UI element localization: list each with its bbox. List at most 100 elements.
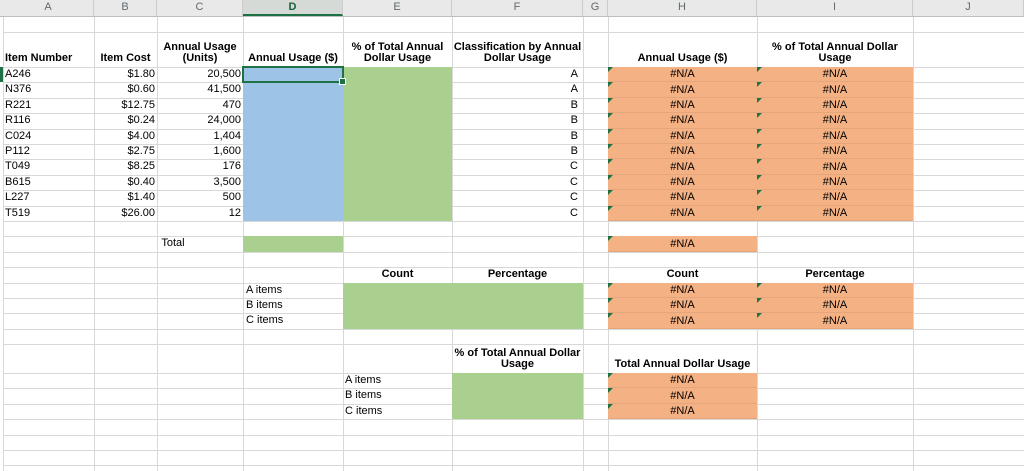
cell-na-pct-usage[interactable]: #N/A — [757, 82, 913, 98]
cell-item-number[interactable]: N376 — [5, 83, 32, 96]
cell-na-pct-usage[interactable]: #N/A — [757, 67, 913, 83]
cell-item-cost[interactable]: $12.75 — [121, 98, 155, 111]
cell-na-annual-usage[interactable]: #N/A — [608, 128, 757, 144]
cell-na-annual-usage[interactable]: #N/A — [608, 82, 757, 98]
cell-na-annual-usage[interactable]: #N/A — [608, 205, 757, 221]
cell-na-pct-usage[interactable]: #N/A — [757, 113, 913, 129]
header-annual-usage-dollars-right[interactable]: Annual Usage ($) — [637, 52, 728, 65]
cell-na-pct-usage[interactable]: #N/A — [757, 190, 913, 206]
cell-item-number[interactable]: A246 — [5, 68, 31, 80]
header-item-number[interactable]: Item Number — [5, 52, 73, 65]
cell-na-annual-usage[interactable]: #N/A — [608, 174, 757, 191]
cell-usage-units[interactable]: 500 — [222, 191, 241, 204]
cell-item-cost[interactable]: $0.40 — [127, 175, 155, 188]
cell-item-cost[interactable]: $1.40 — [127, 191, 155, 204]
cell-classification[interactable]: B — [570, 114, 578, 127]
cell-item-number[interactable]: T049 — [5, 160, 31, 173]
cell-na-total-c[interactable]: #N/A — [608, 403, 757, 420]
cell-na-pct-usage[interactable]: #N/A — [757, 205, 913, 221]
total-label[interactable]: Total — [161, 237, 185, 250]
cell-classification[interactable]: A — [570, 68, 578, 80]
b-items-label[interactable]: B items — [246, 299, 283, 311]
cell-classification[interactable]: C — [570, 191, 578, 204]
cell-na-pct-usage[interactable]: #N/A — [757, 174, 913, 191]
cell-item-cost[interactable]: $26.00 — [121, 206, 155, 219]
header-pct-total-dollar-usage[interactable]: % of Total Annual Dollar Usage — [351, 40, 444, 65]
cell-classification[interactable]: C — [570, 175, 578, 188]
c-items-label[interactable]: C items — [246, 314, 284, 327]
cell-usage-units[interactable]: 20,500 — [207, 68, 241, 80]
cell-item-number[interactable]: P112 — [5, 145, 30, 157]
cell-usage-units[interactable]: 176 — [222, 160, 241, 173]
cell-na-total[interactable]: #N/A — [608, 236, 757, 252]
cell-na-pct-usage[interactable]: #N/A — [757, 97, 913, 114]
cell-item-cost[interactable]: $8.25 — [127, 160, 155, 173]
cell-na-count-c[interactable]: #N/A — [608, 313, 757, 329]
cell-usage-units[interactable]: 1,404 — [213, 129, 241, 142]
column-header-d-selected[interactable]: D — [243, 0, 343, 16]
header-item-cost[interactable]: Item Cost — [100, 52, 151, 65]
cell-usage-units[interactable]: 3,500 — [213, 175, 241, 188]
cell-usage-units[interactable]: 12 — [228, 206, 241, 219]
fill-handle[interactable] — [339, 78, 346, 86]
cell-na-total-b[interactable]: #N/A — [608, 388, 757, 404]
cell-item-cost[interactable]: $0.60 — [127, 83, 155, 96]
cell-na-annual-usage[interactable]: #N/A — [608, 159, 757, 175]
cell-na-pct-usage[interactable]: #N/A — [757, 159, 913, 175]
percentage-header-left[interactable]: Percentage — [487, 268, 548, 281]
cell-item-number[interactable]: L227 — [5, 191, 30, 204]
cell-usage-units[interactable]: 24,000 — [207, 114, 241, 127]
cell-classification[interactable]: C — [570, 206, 578, 219]
header-annual-usage-units[interactable]: Annual Usage (Units) — [163, 40, 237, 65]
cell-na-pct-usage[interactable]: #N/A — [757, 144, 913, 160]
cell-item-cost[interactable]: $2.75 — [127, 145, 155, 157]
cell-classification[interactable]: B — [570, 129, 578, 142]
cell-classification[interactable]: B — [570, 145, 578, 157]
cell-item-number[interactable]: R116 — [5, 114, 31, 127]
cell-na-pct-a[interactable]: #N/A — [757, 282, 913, 298]
cell-classification[interactable]: A — [570, 83, 578, 96]
cell-item-cost[interactable]: $0.24 — [127, 114, 155, 127]
header-annual-usage-dollars[interactable]: Annual Usage ($) — [248, 52, 338, 65]
column-header-e[interactable]: E — [343, 0, 452, 16]
cell-usage-units[interactable]: 41,500 — [207, 83, 241, 96]
cell-na-annual-usage[interactable]: #N/A — [608, 97, 757, 114]
column-header-g[interactable]: G — [583, 0, 608, 16]
column-header-f[interactable]: F — [452, 0, 583, 16]
cell-na-annual-usage[interactable]: #N/A — [608, 144, 757, 160]
cell-na-count-b[interactable]: #N/A — [608, 298, 757, 314]
bottom-total-header[interactable]: Total Annual Dollar Usage — [614, 358, 751, 371]
cell-na-total-a[interactable]: #N/A — [608, 373, 757, 389]
header-classification[interactable]: Classification by Annual Dollar Usage — [453, 40, 582, 65]
cell-na-count-a[interactable]: #N/A — [608, 282, 757, 298]
a-items-label[interactable]: A items — [246, 283, 283, 296]
bottom-pct-input-range[interactable] — [452, 373, 583, 420]
cell-na-pct-usage[interactable]: #N/A — [757, 128, 913, 144]
cell-na-annual-usage[interactable]: #N/A — [608, 190, 757, 206]
a-items-label-bottom[interactable]: A items — [345, 374, 382, 386]
count-header-right[interactable]: Count — [666, 268, 699, 281]
b-items-label-bottom[interactable]: B items — [345, 389, 382, 402]
cell-classification[interactable]: B — [570, 98, 578, 111]
cell-item-number[interactable]: T519 — [5, 206, 31, 219]
cell-classification[interactable]: C — [570, 160, 578, 173]
cell-item-number[interactable]: C024 — [5, 129, 32, 142]
cell-item-cost[interactable]: $1.80 — [127, 68, 155, 80]
cell-usage-units[interactable]: 1,600 — [213, 145, 241, 157]
cell-na-pct-b[interactable]: #N/A — [757, 298, 913, 314]
count-header-left[interactable]: Count — [381, 268, 414, 281]
header-pct-total-dollar-usage-right[interactable]: % of Total Annual Dollar Usage — [772, 40, 898, 65]
cell-na-pct-c[interactable]: #N/A — [757, 313, 913, 329]
column-header-j[interactable]: J — [913, 0, 1024, 16]
cell-usage-units[interactable]: 470 — [222, 98, 241, 111]
cell-na-annual-usage[interactable]: #N/A — [608, 67, 757, 83]
cell-item-number[interactable]: B615 — [5, 175, 31, 188]
count-percentage-input-range[interactable] — [343, 282, 583, 329]
pct-total-input-range[interactable] — [343, 67, 452, 221]
column-header-i[interactable]: I — [757, 0, 913, 16]
column-header-c[interactable]: C — [157, 0, 243, 16]
bottom-pct-header[interactable]: % of Total Annual Dollar Usage — [454, 346, 581, 371]
cell-item-cost[interactable]: $4.00 — [127, 129, 155, 142]
column-header-a[interactable]: A — [3, 0, 94, 16]
annual-usage-dollar-input-range[interactable] — [243, 67, 343, 221]
